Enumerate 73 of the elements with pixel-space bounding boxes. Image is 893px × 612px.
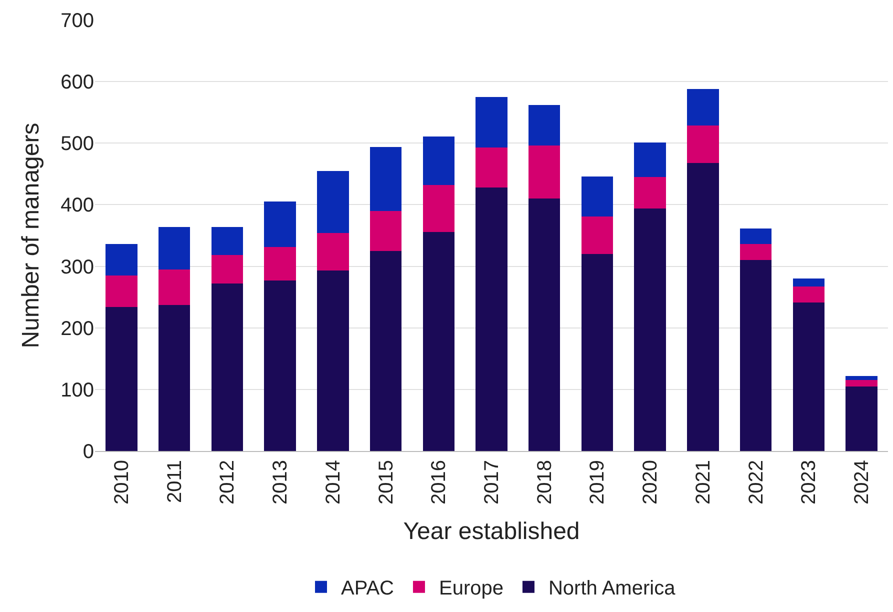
y-tick-label: 0 bbox=[82, 441, 94, 463]
x-tick-label: 2019 bbox=[586, 460, 609, 504]
bar bbox=[370, 250, 402, 451]
bar bbox=[634, 208, 666, 451]
x-tick-label: 2023 bbox=[798, 460, 820, 504]
x-tick-label: 2017 bbox=[481, 460, 503, 504]
bar bbox=[846, 376, 878, 380]
y-tick-label: 300 bbox=[60, 256, 94, 278]
x-tick-label: 2021 bbox=[692, 460, 714, 504]
bar bbox=[792, 302, 825, 451]
bar bbox=[106, 276, 138, 307]
y-tick-label: 200 bbox=[60, 318, 94, 340]
bar bbox=[792, 286, 825, 303]
bar bbox=[370, 210, 402, 251]
bar bbox=[740, 244, 772, 260]
bar bbox=[264, 202, 296, 248]
bar bbox=[634, 142, 666, 178]
bar bbox=[740, 260, 772, 451]
bar bbox=[581, 254, 614, 451]
bar bbox=[687, 162, 719, 451]
bar bbox=[158, 269, 190, 306]
bar bbox=[422, 185, 454, 232]
bar bbox=[317, 233, 349, 271]
bar bbox=[211, 255, 244, 284]
bar bbox=[106, 244, 138, 276]
bar bbox=[792, 278, 825, 287]
legend-label: North America bbox=[548, 578, 676, 600]
bar bbox=[846, 380, 878, 386]
x-tick-label: 2013 bbox=[270, 460, 292, 504]
x-tick-label: 2010 bbox=[110, 460, 133, 504]
bar bbox=[528, 146, 560, 199]
bar bbox=[264, 247, 296, 280]
bar bbox=[211, 226, 244, 256]
bar bbox=[158, 226, 190, 270]
x-tick-label: 2015 bbox=[375, 460, 398, 504]
y-tick-label: 600 bbox=[60, 72, 94, 94]
bar bbox=[528, 198, 560, 451]
y-axis-title: Number of managers bbox=[18, 122, 45, 348]
x-tick-label: 2012 bbox=[216, 460, 239, 504]
bar bbox=[211, 284, 244, 451]
x-tick-label: 2022 bbox=[745, 460, 768, 504]
bar bbox=[846, 386, 878, 451]
x-tick-label: 2016 bbox=[428, 460, 450, 504]
legend-label: APAC bbox=[341, 578, 394, 600]
bar bbox=[581, 216, 614, 254]
bar bbox=[476, 96, 508, 148]
y-tick-label: 500 bbox=[60, 133, 94, 156]
bar bbox=[422, 232, 454, 451]
y-tick-label: 400 bbox=[60, 194, 94, 217]
bar bbox=[476, 147, 508, 188]
bar bbox=[106, 306, 138, 451]
x-axis-title: Year established bbox=[403, 518, 580, 545]
bar bbox=[158, 305, 190, 451]
y-tick-label: 700 bbox=[60, 10, 94, 32]
bar bbox=[687, 88, 719, 126]
bar bbox=[476, 187, 508, 451]
bar bbox=[422, 136, 454, 186]
bar bbox=[740, 228, 772, 244]
bar bbox=[581, 176, 614, 216]
bar bbox=[634, 177, 666, 208]
x-tick-label: 2024 bbox=[851, 460, 874, 504]
y-tick-label: 100 bbox=[60, 379, 94, 402]
x-tick-label: 2011 bbox=[164, 460, 186, 504]
x-tick-label: 2018 bbox=[534, 460, 556, 504]
bar bbox=[687, 125, 719, 163]
bar bbox=[370, 146, 402, 211]
bar bbox=[528, 104, 560, 146]
x-tick-label: 2014 bbox=[322, 460, 344, 504]
bar bbox=[317, 270, 349, 451]
legend-label: Europe bbox=[438, 578, 504, 600]
bar bbox=[264, 280, 296, 451]
bar bbox=[317, 170, 349, 234]
x-tick-label: 2020 bbox=[640, 460, 662, 504]
